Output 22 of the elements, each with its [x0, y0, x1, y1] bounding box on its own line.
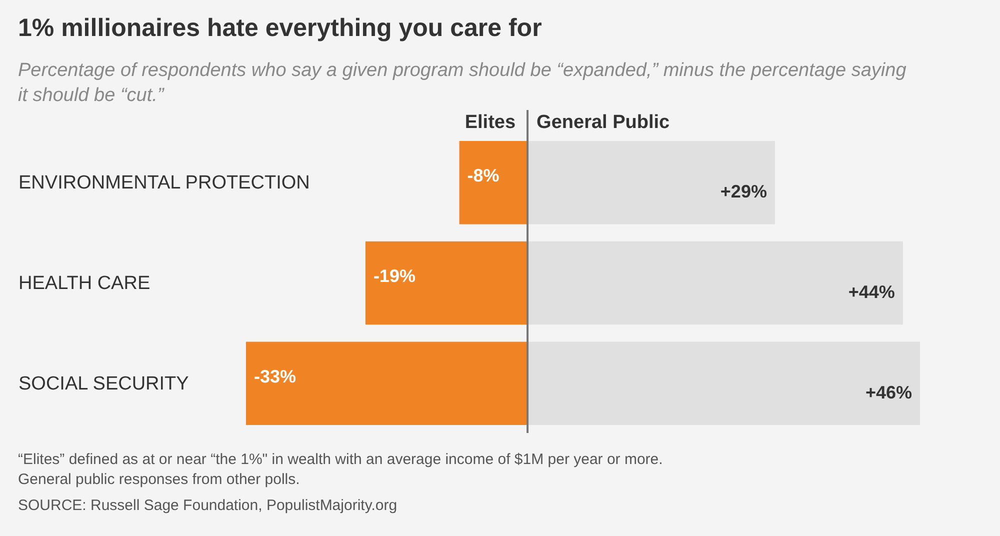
- bar: [528, 342, 920, 425]
- chart-title: 1% millionaires hate everything you care for: [18, 14, 542, 43]
- y-tick-label: HEALTH CARE: [18, 273, 150, 294]
- data-label: +29%: [720, 182, 767, 202]
- source-note: SOURCE: Russell Sage Foundation, PopulistMajority.org: [18, 496, 398, 516]
- bar: [365, 241, 528, 325]
- text: “Elites” defined as at or near “the 1%" in wealth with an average income of $1M per year or more.: [18, 450, 663, 470]
- chart-subtitle: Percentage of respondents who say a given program should be “expanded,” minus the percentage saying it should be “cut.”: [18, 59, 908, 108]
- data-label: +44%: [848, 282, 895, 302]
- data-label: +46%: [865, 382, 912, 402]
- bar: [459, 141, 528, 224]
- text: General public responses from other polls.: [18, 470, 301, 490]
- y-tick-label: SOCIAL SECURITY: [18, 373, 190, 394]
- data-label: -19%: [373, 266, 416, 286]
- data-label: -8%: [467, 166, 500, 186]
- bar: [528, 141, 775, 224]
- bar: [528, 241, 903, 325]
- series-label: General Public: [536, 112, 670, 133]
- series-label: Elites: [464, 112, 516, 133]
- y-tick-label: ENVIRONMENTAL PROTECTION: [18, 172, 310, 194]
- bar: [246, 342, 528, 425]
- data-label: -33%: [254, 366, 296, 386]
